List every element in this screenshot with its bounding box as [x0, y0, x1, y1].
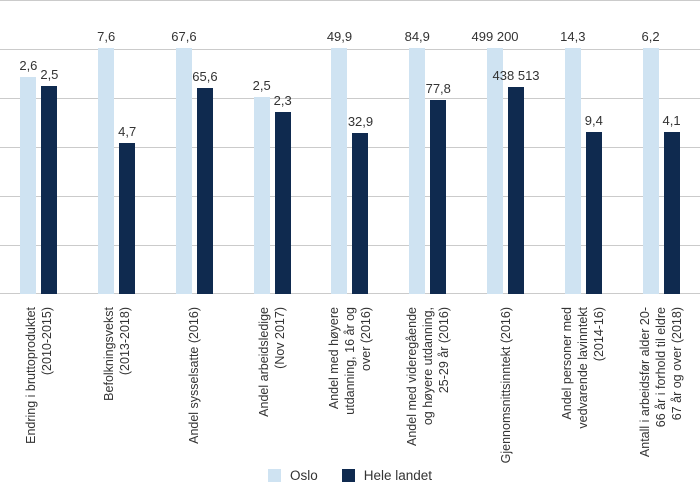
bar-oslo — [564, 47, 581, 294]
gridline — [0, 147, 700, 148]
bar-group: 2,6 2,5 — [0, 0, 78, 294]
x-axis-label: Endring i bruttoproduktet (2010-2015) — [23, 307, 54, 444]
value-label-country: 2,5 — [40, 67, 59, 83]
bar-oslo — [642, 47, 659, 294]
plot-area: 2,6 2,5 7,6 4,7 67,6 65,6 2,5 2,3 49,9 32,9 84,9 77… — [0, 0, 700, 294]
value-label-oslo: 6,2 — [641, 28, 660, 44]
legend-item-oslo: Oslo — [267, 468, 318, 483]
value-label-oslo: 49,9 — [326, 28, 353, 44]
value-label-country: 32,9 — [347, 113, 374, 129]
bar-group: 6,2 4,1 — [622, 0, 700, 294]
value-label-country: 4,1 — [662, 113, 681, 129]
bar-country — [585, 132, 602, 294]
legend-label-country: Hele landet — [363, 468, 433, 483]
x-axis-label: Befolkningsvekst (2013-2018) — [101, 307, 132, 401]
legend: Oslo Hele landet — [0, 468, 700, 483]
bar-group: 2,5 2,3 — [233, 0, 311, 294]
legend-item-country: Hele landet — [341, 468, 433, 483]
bar-country — [196, 87, 213, 294]
gridline — [0, 48, 700, 50]
bar-country — [352, 132, 369, 294]
value-label-country: 9,4 — [584, 113, 603, 129]
gridline — [0, 195, 700, 197]
bar-group: 67,6 65,6 — [156, 0, 234, 294]
value-label-oslo: 67,6 — [171, 28, 197, 44]
gridline — [0, 245, 700, 246]
bar-group: 49,9 32,9 — [311, 0, 389, 294]
gridline — [0, 293, 700, 294]
value-label-oslo: 2,6 — [19, 58, 38, 74]
x-axis-label: Andel med videregående og høyere utdanni… — [404, 307, 451, 446]
value-label-oslo: 499 200 — [471, 28, 519, 44]
bar-group: 7,6 4,7 — [78, 0, 156, 294]
value-label-country: 77,8 — [425, 80, 451, 96]
bar-group: 499 200 438 513 — [467, 0, 545, 294]
bar-oslo — [487, 47, 504, 294]
bar-country — [663, 132, 680, 294]
bar-country — [430, 99, 447, 294]
legend-swatch-country — [341, 469, 355, 482]
x-axis-labels: Endring i bruttoproduktet (2010-2015) Bef… — [0, 294, 700, 464]
bar-oslo — [409, 47, 426, 294]
value-label-oslo: 14,3 — [560, 28, 586, 44]
legend-label-oslo: Oslo — [289, 468, 318, 483]
x-axis-label: Andel arbeidsledige (Nov 2017) — [257, 307, 288, 417]
bar-group: 14,3 9,4 — [544, 0, 622, 294]
bar-group: 84,9 77,8 — [389, 0, 467, 294]
bar-oslo — [98, 47, 115, 294]
bar-oslo — [331, 47, 348, 294]
bar-oslo — [253, 97, 270, 294]
bar-country — [41, 86, 58, 294]
bar-country — [274, 112, 291, 294]
value-label-country: 65,6 — [192, 68, 218, 84]
x-axis-label: Andel personer med vedvarende lavinntekt… — [560, 307, 607, 429]
value-label-country: 2,3 — [273, 93, 292, 109]
gridline — [0, 0, 700, 1]
value-label-country: 438 513 — [492, 68, 540, 84]
gridline — [0, 97, 700, 99]
x-axis-label: Andel sysselsatte (2016) — [187, 307, 202, 444]
bar-oslo — [20, 77, 37, 294]
x-axis-label: Andel med høyere utdanning, 16 år og ove… — [327, 307, 373, 415]
value-label-oslo: 84,9 — [404, 28, 430, 44]
x-axis-label: Gjennomsnittsinntekt (2016) — [498, 307, 513, 464]
legend-swatch-oslo — [267, 469, 281, 482]
value-label-country: 4,7 — [118, 123, 137, 139]
value-label-oslo: 7,6 — [97, 28, 116, 44]
bar-country — [508, 87, 525, 294]
bar-oslo — [175, 47, 192, 294]
x-axis-label: Antall i arbeidsfør alder 20- 66 år i fo… — [638, 307, 685, 458]
bar-country — [119, 142, 136, 294]
value-label-oslo: 2,5 — [252, 78, 271, 94]
